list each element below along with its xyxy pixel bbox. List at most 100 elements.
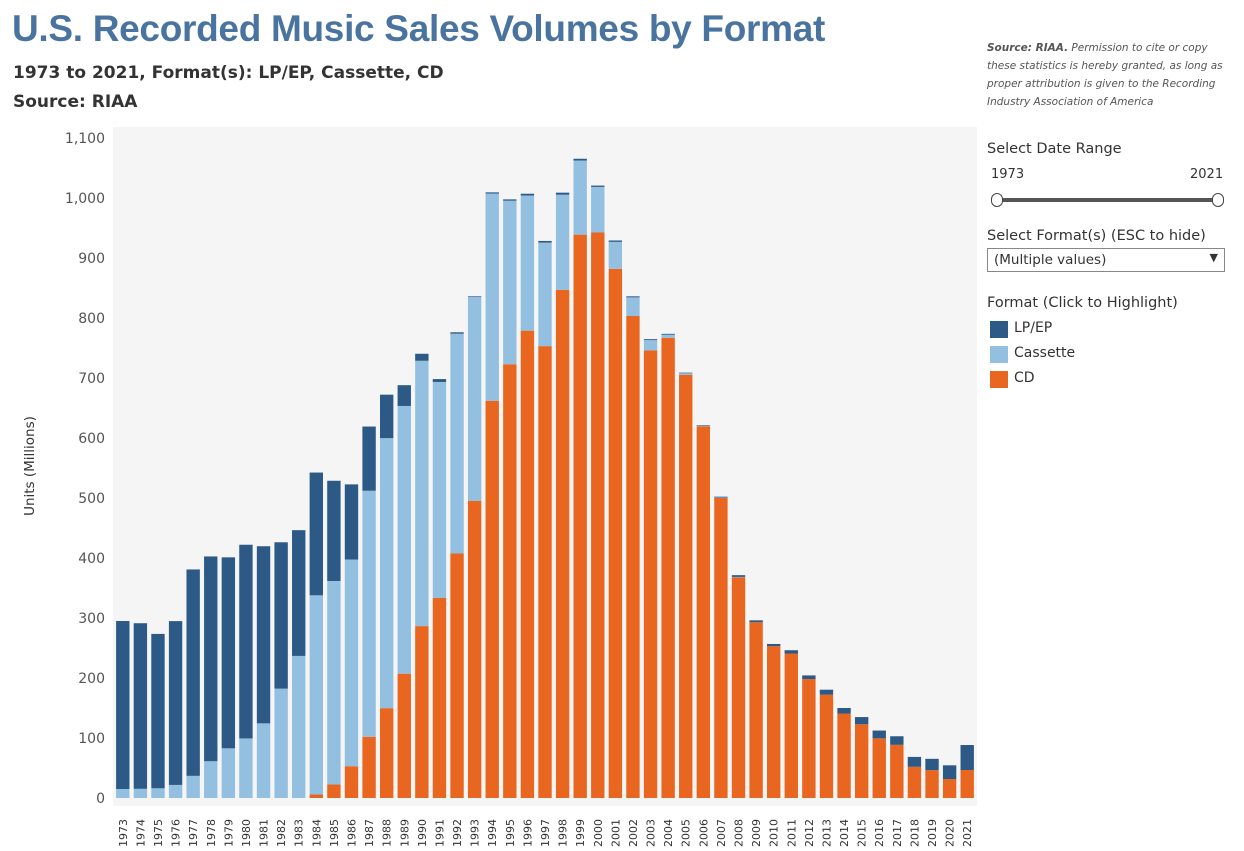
bar-lp-ep — [239, 544, 253, 739]
bar-cd — [538, 346, 552, 798]
bar-cassette — [362, 490, 376, 737]
bar-cassette — [379, 438, 394, 709]
bar-lp-ep — [802, 675, 816, 680]
bar-lp-ep — [608, 240, 623, 242]
x-tick-label: 1999 — [574, 819, 587, 847]
source-note-text: Permission to cite or copy these statist… — [987, 42, 1223, 108]
bar-cassette — [327, 580, 341, 785]
bar-lp-ep — [731, 575, 746, 577]
legend-swatch-cassette — [990, 346, 1008, 363]
x-tick-label: 1996 — [521, 819, 534, 847]
bar-lp-ep — [591, 185, 605, 187]
y-tick-label: 700 — [78, 371, 105, 387]
chart-title: U.S. Recorded Music Sales Volumes by For… — [12, 8, 825, 49]
bar-cassette — [503, 200, 517, 365]
x-tick-label: 2002 — [627, 819, 640, 847]
x-tick-label: 1979 — [222, 819, 235, 847]
format-dropdown[interactable]: (Multiple values) ▼ — [987, 248, 1225, 272]
bar-cassette — [679, 373, 693, 375]
x-tick-label: 2001 — [609, 819, 622, 847]
bar-cd — [802, 679, 816, 798]
bar-lp-ep — [573, 158, 587, 161]
bar-cassette — [168, 784, 183, 798]
bar-lp-ep — [221, 557, 236, 749]
bar-lp-ep — [450, 332, 464, 334]
x-tick-label: 1982 — [275, 819, 288, 847]
bar-cassette — [432, 381, 447, 599]
bar-lp-ep — [485, 192, 499, 194]
bar-cd — [661, 337, 675, 798]
y-tick-label: 500 — [78, 491, 105, 507]
x-tick-label: 1977 — [187, 819, 200, 847]
bar-cd — [714, 497, 728, 798]
x-tick-label: 2006 — [697, 819, 710, 847]
x-tick-label: 2000 — [592, 819, 605, 847]
bar-lp-ep — [204, 556, 218, 762]
bar-cassette — [256, 723, 271, 798]
x-tick-label: 2020 — [944, 819, 957, 847]
x-tick-label: 2017 — [891, 819, 904, 847]
bar-cassette — [415, 360, 429, 627]
y-tick-label: 400 — [78, 551, 105, 567]
x-tick-label: 1974 — [134, 819, 147, 847]
bar-lp-ep — [696, 425, 711, 426]
bar-cassette — [714, 497, 728, 499]
bar-cd — [837, 713, 851, 798]
x-tick-label: 1994 — [486, 819, 499, 847]
bar-cd — [626, 316, 640, 798]
chart-subtitle: 1973 to 2021, Format(s): LP/EP, Cassette… — [13, 63, 444, 83]
bar-cd — [749, 622, 763, 798]
x-tick-label: 2019 — [926, 819, 939, 847]
x-tick-label: 1997 — [539, 819, 552, 847]
date-range-slider[interactable] — [997, 198, 1218, 202]
bar-cd — [819, 694, 834, 798]
bar-lp-ep — [626, 296, 640, 298]
bar-cassette — [221, 748, 236, 798]
bar-lp-ep — [116, 621, 130, 789]
bar-cd — [767, 646, 781, 798]
bar-cd — [925, 770, 939, 798]
bar-cassette — [133, 788, 148, 798]
bar-lp-ep — [467, 296, 482, 298]
range-end-value: 2021 — [1190, 167, 1224, 182]
x-tick-label: 2011 — [785, 819, 798, 847]
y-tick-label: 300 — [78, 611, 105, 627]
x-tick-label: 1983 — [293, 819, 306, 847]
bar-cassette — [626, 297, 640, 317]
bar-cassette — [292, 655, 306, 798]
x-tick-label: 1988 — [381, 819, 394, 847]
legend-title: Format (Click to Highlight) — [987, 295, 1178, 311]
bar-cassette — [520, 195, 535, 331]
x-tick-label: 2003 — [645, 819, 658, 847]
bar-lp-ep — [292, 530, 306, 656]
bar-lp-ep — [186, 569, 200, 776]
x-tick-label: 1980 — [240, 819, 253, 847]
bar-cassette — [573, 160, 587, 235]
bar-cd — [907, 766, 922, 798]
bar-lp-ep — [555, 192, 570, 195]
x-tick-label: 2015 — [856, 819, 869, 847]
x-tick-label: 1978 — [205, 819, 218, 847]
bar-lp-ep — [767, 643, 781, 647]
range-end-handle[interactable] — [1212, 193, 1224, 207]
x-tick-label: 1989 — [398, 819, 411, 847]
bar-cd — [696, 426, 711, 798]
bar-lp-ep — [749, 620, 763, 623]
bar-lp-ep — [837, 708, 851, 714]
legend-label-lp-ep: LP/EP — [1014, 320, 1053, 336]
bar-lp-ep — [168, 621, 183, 785]
range-start-handle[interactable] — [991, 193, 1003, 207]
x-tick-label: 1990 — [416, 819, 429, 847]
bar-lp-ep — [344, 484, 359, 560]
x-tick-label: 2008 — [733, 819, 746, 847]
bar-cassette — [538, 242, 552, 347]
bar-lp-ep — [643, 339, 658, 341]
y-tick-label: 1,100 — [65, 131, 105, 147]
x-tick-label: 2004 — [662, 819, 675, 847]
bar-lp-ep — [819, 689, 834, 695]
bar-cd — [643, 350, 658, 798]
bar-lp-ep — [925, 758, 939, 771]
bar-cassette — [309, 595, 323, 795]
bar-lp-ep — [397, 385, 411, 406]
bar-chart: 0 100 200 300 400 500 600 700 800 900 1,000 1,100 Un… — [22, 131, 975, 847]
